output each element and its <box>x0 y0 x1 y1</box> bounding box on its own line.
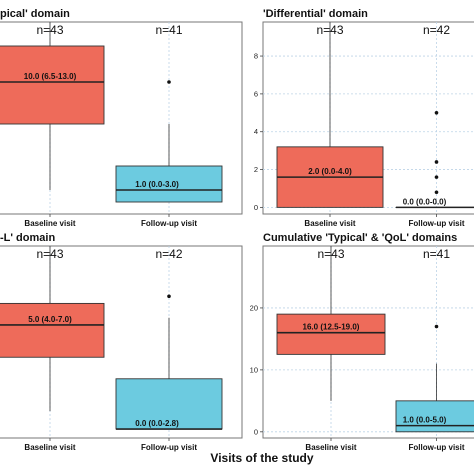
box-body <box>395 400 474 433</box>
box-value-label: 2.0 (0.0-4.0) <box>308 167 352 176</box>
panel-3: 5.0 (4.0-7.0) n=43 0.0 (0.0-2.8) n=42 Baseli… <box>0 232 243 452</box>
panel-title: -L' domain <box>0 232 55 244</box>
x-category-label: Baseline visit <box>24 443 75 452</box>
panel-title: Cumulative 'Typical' & 'QoL' domains <box>263 232 457 244</box>
panel-4: 16.0 (12.5-19.0) n=43 1.0 (0.0-5.0) n=41 0 10… <box>250 232 474 452</box>
box-baseline: 16.0 (12.5-19.0) n=43 <box>276 246 386 401</box>
n-label: n=43 <box>317 247 344 261</box>
box-follow-up: 1.0 (0.0-5.0) n=41 <box>395 247 474 433</box>
y-tick-label: 0 <box>254 203 258 212</box>
box-baseline: 5.0 (4.0-7.0) n=43 <box>0 246 105 412</box>
x-category-label: Follow-up visit <box>141 443 197 452</box>
panel-title: pical' domain <box>0 8 70 20</box>
outlier-point <box>434 110 439 115</box>
y-tick-label: 0 <box>254 427 258 436</box>
y-tick-label: 4 <box>254 127 258 136</box>
box-value-label: 5.0 (4.0-7.0) <box>28 315 72 324</box>
box-follow-up: 0.0 (0.0-2.8) n=42 <box>115 247 223 430</box>
outlier-point <box>434 190 439 195</box>
x-category-label: Follow-up visit <box>409 219 465 228</box>
x-category-label: Baseline visit <box>305 443 356 452</box>
box-body <box>0 302 105 358</box>
box-body <box>115 165 223 203</box>
box-body <box>276 313 386 355</box>
x-category-label: Baseline visit <box>24 219 75 228</box>
panel-2: 2.0 (0.0-4.0) n=43 0.0 (0.0-0.0) n=42 0 2 4 6 8 B… <box>254 8 474 228</box>
x-category-label: Baseline visit <box>304 219 355 228</box>
figure-x-axis-title: Visits of the study <box>210 451 313 465</box>
box-value-label: 1.0 (0.0-5.0) <box>403 416 447 425</box>
n-label: n=43 <box>36 247 63 261</box>
y-tick-label: 10 <box>250 365 258 374</box>
x-category-label: Follow-up visit <box>141 219 197 228</box>
box-value-label: 10.0 (6.5-13.0) <box>24 72 77 81</box>
n-label: n=43 <box>316 23 343 37</box>
n-label: n=41 <box>155 23 182 37</box>
n-label: n=43 <box>36 23 63 37</box>
box-value-label: 0.0 (0.0-2.8) <box>135 419 179 428</box>
y-tick-label: 2 <box>254 165 258 174</box>
panel-1: 10.0 (6.5-13.0) n=43 1.0 (0.0-3.0) n=41 Base… <box>0 8 243 228</box>
outlier-point <box>167 80 171 84</box>
outlier-point <box>434 175 439 179</box>
box-baseline: 10.0 (6.5-13.0) n=43 <box>0 22 105 190</box>
y-tick-label: 8 <box>254 52 258 61</box>
outlier-point <box>434 324 439 329</box>
box-value-label: 16.0 (12.5-19.0) <box>303 323 360 332</box>
outlier-point <box>434 160 439 164</box>
n-label: n=41 <box>423 247 450 261</box>
box-body <box>0 45 105 125</box>
x-category-label: Follow-up visit <box>409 443 465 452</box>
y-tick-label: 20 <box>250 303 258 312</box>
y-tick-label: 6 <box>254 89 258 98</box>
box-value-label: 0.0 (0.0-0.0) <box>403 197 447 206</box>
box-value-label: 1.0 (0.0-3.0) <box>135 180 179 189</box>
box-follow-up: 0.0 (0.0-0.0) n=42 <box>395 23 474 209</box>
panel-title: 'Differential' domain <box>263 8 368 20</box>
outlier-point <box>167 294 171 299</box>
box-baseline: 2.0 (0.0-4.0) n=43 <box>276 22 384 208</box>
n-label: n=42 <box>423 23 450 37</box>
box-body <box>115 378 223 430</box>
box-follow-up: 1.0 (0.0-3.0) n=41 <box>115 23 223 203</box>
n-label: n=42 <box>155 247 182 261</box>
